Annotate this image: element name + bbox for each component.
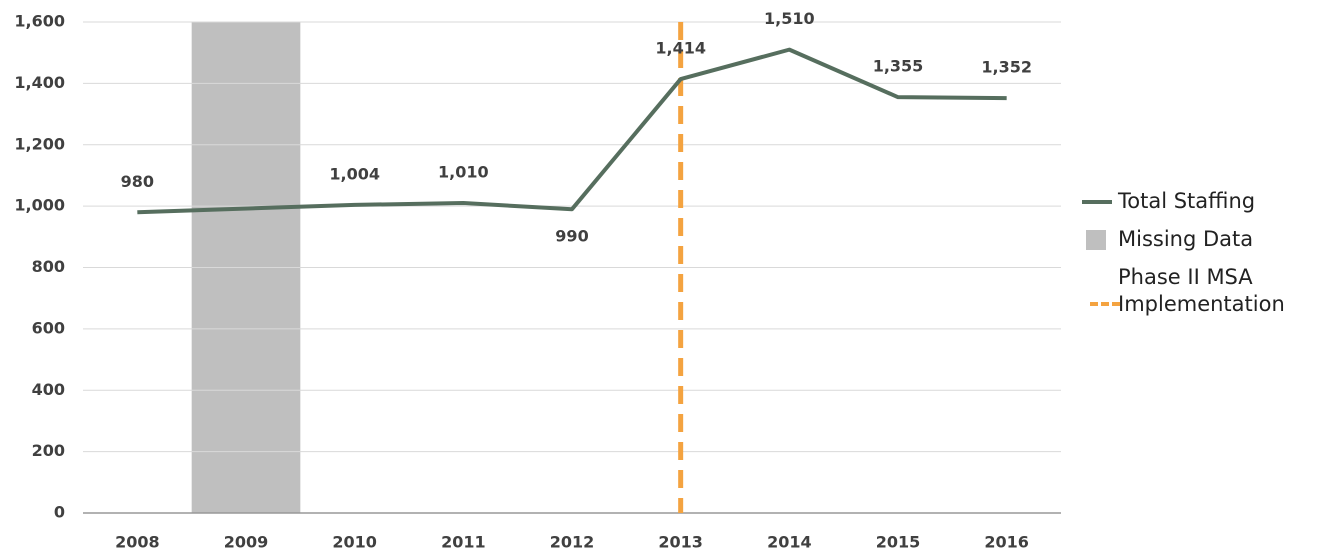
y-tick-label: 1,600 (14, 12, 65, 31)
line (137, 47, 1007, 215)
legend-item: Phase II MSA Implementation (1080, 264, 1308, 318)
legend-swatch (1082, 200, 1112, 204)
legend-swatch (1090, 302, 1120, 306)
x-tick-label: 2012 (550, 533, 595, 552)
y-tick-label: 1,400 (14, 73, 65, 92)
legend-label: Phase II MSA Implementation (1118, 265, 1285, 316)
data-label: 1,004 (329, 164, 380, 183)
legend-label: Total Staffing (1118, 189, 1256, 213)
data-label: 1,355 (873, 57, 924, 76)
y-tick-label: 200 (32, 441, 65, 460)
legend-label: Missing Data (1118, 227, 1254, 251)
y-tick-label: 400 (32, 380, 65, 399)
x-tick-label: 2014 (767, 533, 812, 552)
y-tick-label: 1,000 (14, 196, 65, 215)
x-tick-label: 2010 (332, 533, 377, 552)
x-tick-label: 2013 (658, 533, 703, 552)
x-tick-label: 2008 (115, 533, 160, 552)
x-tick-label: 2015 (876, 533, 921, 552)
x-tick-label: 2009 (224, 533, 269, 552)
data-label: 1,510 (764, 9, 815, 28)
legend-item: Missing Data (1080, 226, 1308, 254)
x-tick-label: 2016 (984, 533, 1029, 552)
data-label: 1,010 (438, 163, 489, 182)
y-tick-label: 0 (54, 503, 65, 522)
data-label: 1,352 (981, 58, 1032, 77)
data-label: 980 (121, 172, 154, 191)
x-tick-label: 2011 (441, 533, 486, 552)
data-label: 990 (555, 227, 588, 246)
chart: 0 200 400 600 800 1,000 1,200 1,400 1,600 2008 200… (14, 9, 1061, 552)
data-label: 1,414 (655, 39, 706, 58)
legend-swatch (1086, 230, 1106, 250)
y-tick-label: 600 (32, 318, 65, 337)
legend: Total Staffing Missing Data Phase II MSA… (1080, 188, 1308, 328)
y-tick-label: 800 (32, 257, 65, 276)
y-tick-label: 1,200 (14, 134, 65, 153)
legend-item: Total Staffing (1080, 188, 1308, 216)
